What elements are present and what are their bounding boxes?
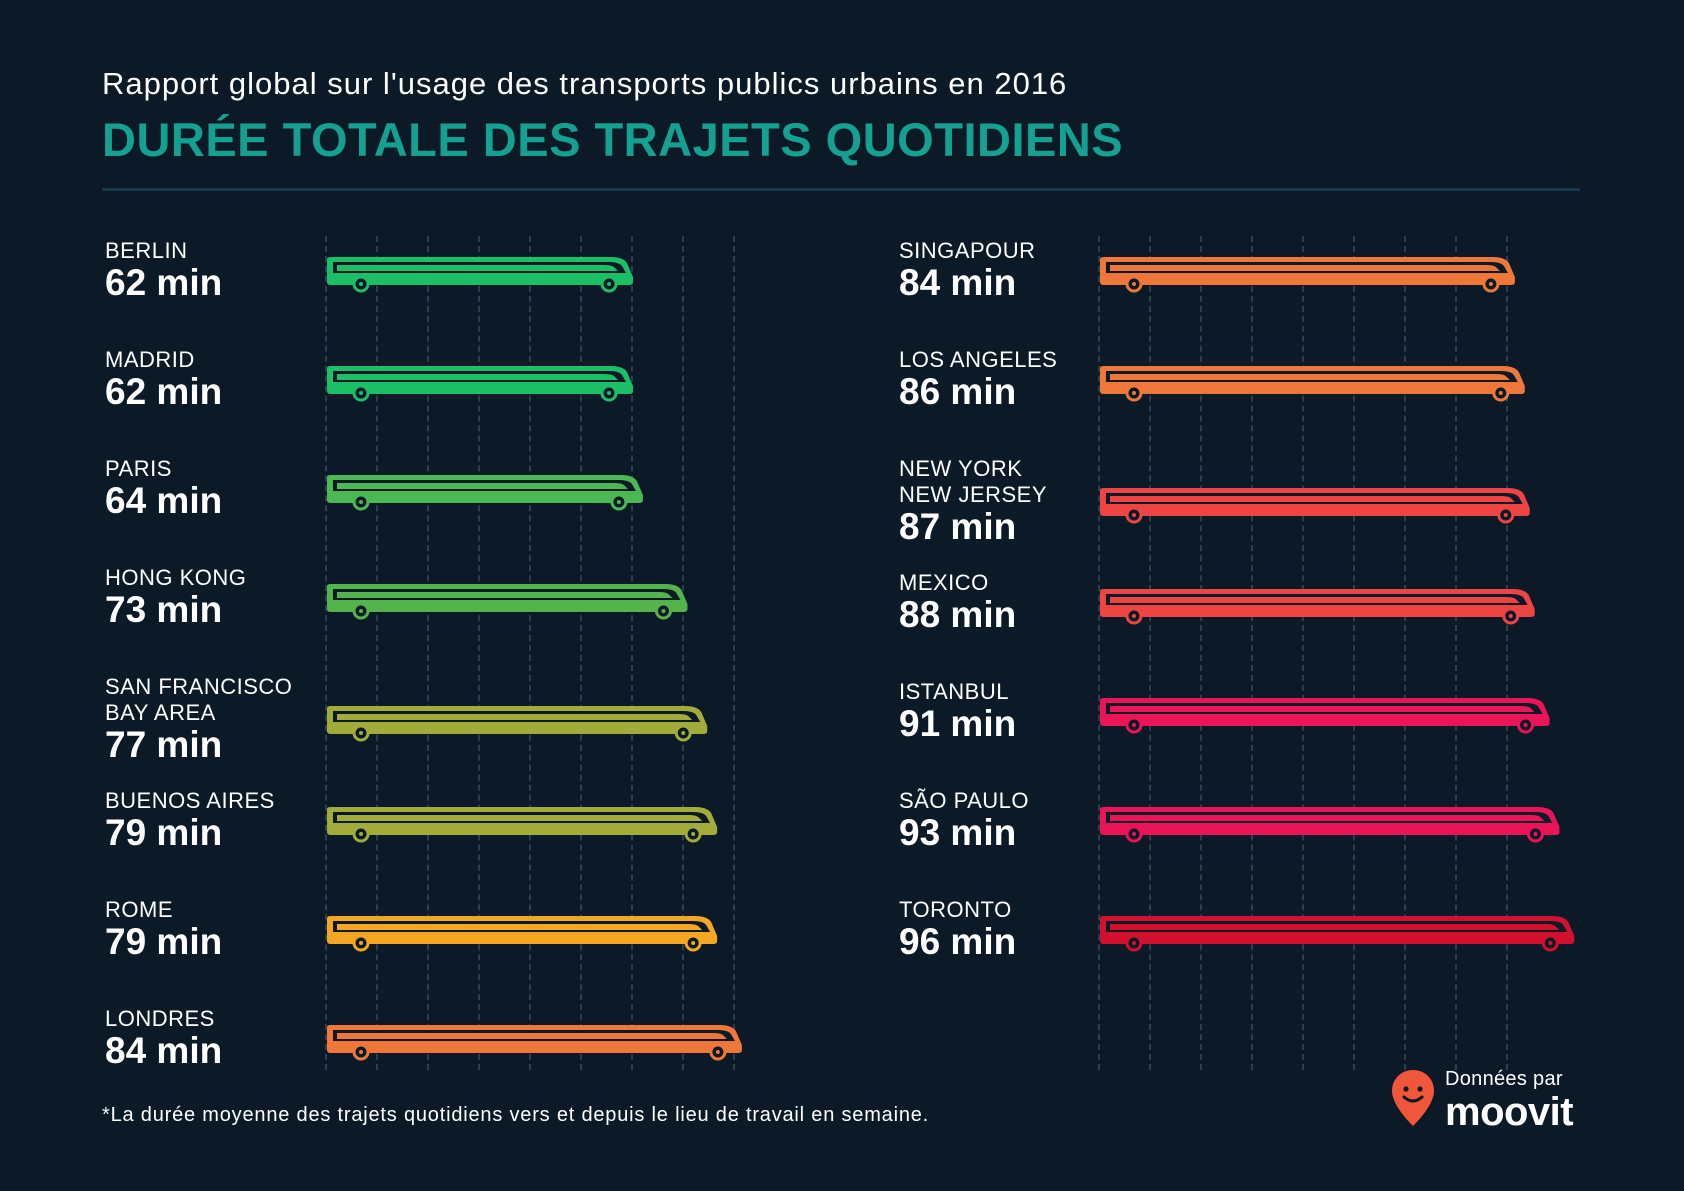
bus-bar <box>327 366 633 402</box>
gridline <box>1149 236 1152 1070</box>
gridline <box>478 236 481 1070</box>
duration-value: 88 min <box>899 594 1017 635</box>
city-label: BUENOS AIRES <box>105 788 275 813</box>
gridline <box>1302 236 1305 1070</box>
duration-value: 84 min <box>899 262 1017 303</box>
city-label: NEW YORK <box>899 456 1023 481</box>
city-row: ROME 79 min <box>105 897 222 961</box>
city-label: SAN FRANCISCO <box>105 674 293 699</box>
city-row: PARIS 64 min <box>105 456 222 520</box>
bus-bar <box>327 257 633 293</box>
bus-bar <box>1100 589 1535 625</box>
city-label: LOS ANGELES <box>899 347 1058 372</box>
gridline <box>1200 236 1203 1070</box>
duration-value: 79 min <box>105 812 223 853</box>
moovit-pin-icon <box>1392 1070 1434 1126</box>
gridline <box>427 236 430 1070</box>
bus-bar <box>327 1025 742 1061</box>
city-row: SÃO PAULO 93 min <box>899 788 1029 852</box>
city-row: TORONTO 96 min <box>899 897 1016 961</box>
duration-value: 96 min <box>899 921 1017 962</box>
gridline <box>376 236 379 1070</box>
gridline <box>1251 236 1254 1070</box>
city-label: MEXICO <box>899 570 989 595</box>
gridline <box>1506 236 1509 1070</box>
duration-value: 84 min <box>105 1030 223 1071</box>
city-row: LOS ANGELES 86 min <box>899 347 1057 411</box>
bus-bar <box>1100 366 1525 402</box>
bus-bar <box>327 807 718 843</box>
bus-bar <box>1100 807 1560 843</box>
duration-value: 77 min <box>105 724 223 765</box>
gridline <box>1353 236 1356 1070</box>
city-row: MADRID 62 min <box>105 347 222 411</box>
gridline <box>580 236 583 1070</box>
gridline <box>529 236 532 1070</box>
city-row: NEW YORK NEW JERSEY 87 min <box>899 456 1047 546</box>
duration-value: 87 min <box>899 506 1017 547</box>
data-by-label: Données par <box>1445 1068 1563 1090</box>
city-label: SÃO PAULO <box>899 788 1030 813</box>
city-row: SAN FRANCISCO BAY AREA 77 min <box>105 674 292 764</box>
city-label: BERLIN <box>105 238 188 263</box>
duration-value: 93 min <box>899 812 1017 853</box>
data-source: Données par moovit <box>1445 1068 1574 1134</box>
brand-logo-text: moovit <box>1445 1090 1574 1134</box>
gridline <box>631 236 634 1070</box>
city-label: BAY AREA <box>105 700 216 725</box>
city-row: MEXICO 88 min <box>899 570 1016 634</box>
city-row: HONG KONG 73 min <box>105 565 246 629</box>
city-label: ROME <box>105 897 173 922</box>
bus-bar <box>1100 916 1575 952</box>
chart-subtitle: Rapport global sur l'usage des transport… <box>102 66 1068 101</box>
city-row: ISTANBUL 91 min <box>899 679 1016 743</box>
bus-bar <box>1100 698 1550 734</box>
city-label: LONDRES <box>105 1006 215 1031</box>
city-row: LONDRES 84 min <box>105 1006 222 1070</box>
city-row: BERLIN 62 min <box>105 238 222 302</box>
city-label: HONG KONG <box>105 565 247 590</box>
gridline <box>1455 236 1458 1070</box>
bus-bar <box>327 916 718 952</box>
city-label: SINGAPOUR <box>899 238 1036 263</box>
duration-value: 62 min <box>105 371 223 412</box>
duration-value: 86 min <box>899 371 1017 412</box>
gridline <box>1404 236 1407 1070</box>
duration-value: 91 min <box>899 703 1017 744</box>
duration-value: 79 min <box>105 921 223 962</box>
city-label: PARIS <box>105 456 172 481</box>
gridline <box>682 236 685 1070</box>
city-label: TORONTO <box>899 897 1012 922</box>
duration-value: 62 min <box>105 262 223 303</box>
city-label: MADRID <box>105 347 195 372</box>
bus-bar <box>327 584 688 620</box>
duration-value: 64 min <box>105 480 223 521</box>
gridline <box>325 236 328 1070</box>
city-row: BUENOS AIRES 79 min <box>105 788 275 852</box>
header-divider <box>102 188 1580 191</box>
duration-value: 73 min <box>105 589 223 630</box>
bus-bar <box>1100 488 1530 524</box>
footnote: *La durée moyenne des trajets quotidiens… <box>102 1104 930 1126</box>
gridline <box>1098 236 1101 1070</box>
bus-bar <box>327 706 708 742</box>
city-label: NEW JERSEY <box>899 482 1048 507</box>
city-row: SINGAPOUR 84 min <box>899 238 1036 302</box>
bus-bar <box>327 475 643 511</box>
chart-title: DURÉE TOTALE DES TRAJETS QUOTIDIENS <box>102 113 1124 166</box>
bus-bar <box>1100 257 1515 293</box>
gridline <box>733 236 736 1070</box>
city-label: ISTANBUL <box>899 679 1009 704</box>
